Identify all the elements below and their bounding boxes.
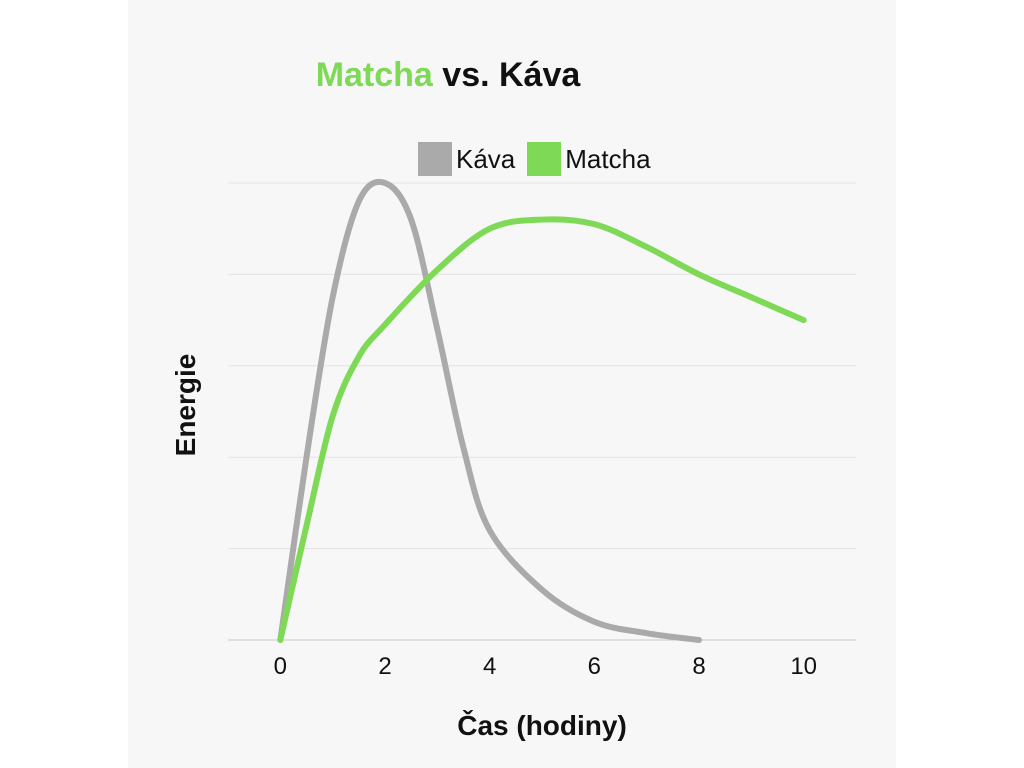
x-tick-label: 0: [274, 653, 287, 680]
x-tick-label: 6: [588, 653, 601, 680]
x-tick-label: 10: [790, 653, 817, 680]
series-line-kava: [277, 178, 702, 643]
legend-swatch-matcha: [527, 142, 562, 176]
x-tick-label: 4: [483, 653, 496, 680]
legend-label-matcha: Matcha: [565, 143, 651, 174]
series-line-matcha: [277, 216, 807, 643]
title-highlight: Matcha: [315, 56, 433, 94]
legend-swatch-kava: [418, 142, 452, 176]
series-lines: [277, 178, 807, 643]
gridlines: [228, 182, 856, 641]
legend-label-kava: Káva: [456, 143, 516, 174]
x-tick-label: 8: [692, 653, 705, 680]
chart-title: Matcha vs. Káva: [128, 56, 768, 95]
x-axis-label: Čas (hodiny): [457, 710, 627, 741]
legend-item-kava: Káva: [418, 142, 515, 176]
x-tick-labels: 0 2 4 6 8 10: [274, 653, 817, 680]
legend-item-matcha: Matcha: [527, 142, 651, 176]
x-tick-label: 2: [378, 653, 391, 680]
legend: Káva Matcha: [418, 142, 663, 176]
title-rest: vs. Káva: [432, 56, 581, 94]
